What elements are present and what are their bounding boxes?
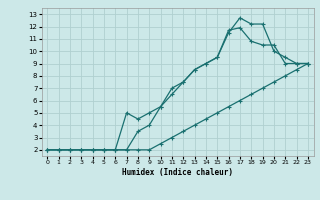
X-axis label: Humidex (Indice chaleur): Humidex (Indice chaleur) (122, 168, 233, 177)
